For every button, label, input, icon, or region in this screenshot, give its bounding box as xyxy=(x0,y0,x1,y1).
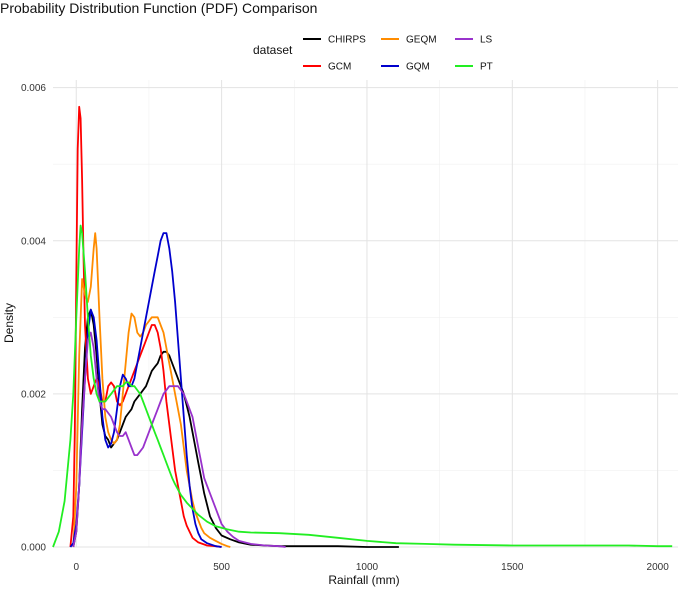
y-tick-label: 0.002 xyxy=(21,389,46,400)
x-tick-label: 1500 xyxy=(501,562,524,573)
series-line-gcm xyxy=(69,105,222,548)
legend-label-pt: PT xyxy=(480,62,493,73)
x-tick-label: 500 xyxy=(213,562,230,573)
series-line-chirps xyxy=(72,308,399,548)
x-tick-label: 2000 xyxy=(647,562,670,573)
legend-label-gqm: GQM xyxy=(406,62,430,73)
legend-label-geqm: GEQM xyxy=(406,35,437,46)
legend-title: dataset xyxy=(253,43,293,57)
series-line-ls xyxy=(72,331,286,548)
y-tick-label: 0.004 xyxy=(21,236,46,247)
y-axis-title: Density xyxy=(2,303,16,343)
y-tick-label: 0.006 xyxy=(21,83,46,94)
x-axis: 0 500 1000 1500 2000 xyxy=(73,562,669,573)
series-line-pt xyxy=(52,224,673,548)
x-tick-label: 1000 xyxy=(356,562,379,573)
chart-title: Probability Distribution Function (PDF) … xyxy=(0,0,317,16)
series-line-gqm xyxy=(69,232,222,548)
x-axis-title: Rainfall (mm) xyxy=(328,573,399,587)
series-group xyxy=(52,105,673,548)
plot-area xyxy=(52,80,678,548)
x-tick-label: 0 xyxy=(73,562,79,573)
legend: dataset CHIRPS GCM GEQM GQM LS PT xyxy=(253,35,493,73)
y-axis: 0.000 0.002 0.004 0.006 xyxy=(21,83,46,553)
legend-label-chirps: CHIRPS xyxy=(328,35,366,46)
legend-label-ls: LS xyxy=(480,35,493,46)
legend-label-gcm: GCM xyxy=(328,62,351,73)
y-tick-label: 0.000 xyxy=(21,543,46,554)
